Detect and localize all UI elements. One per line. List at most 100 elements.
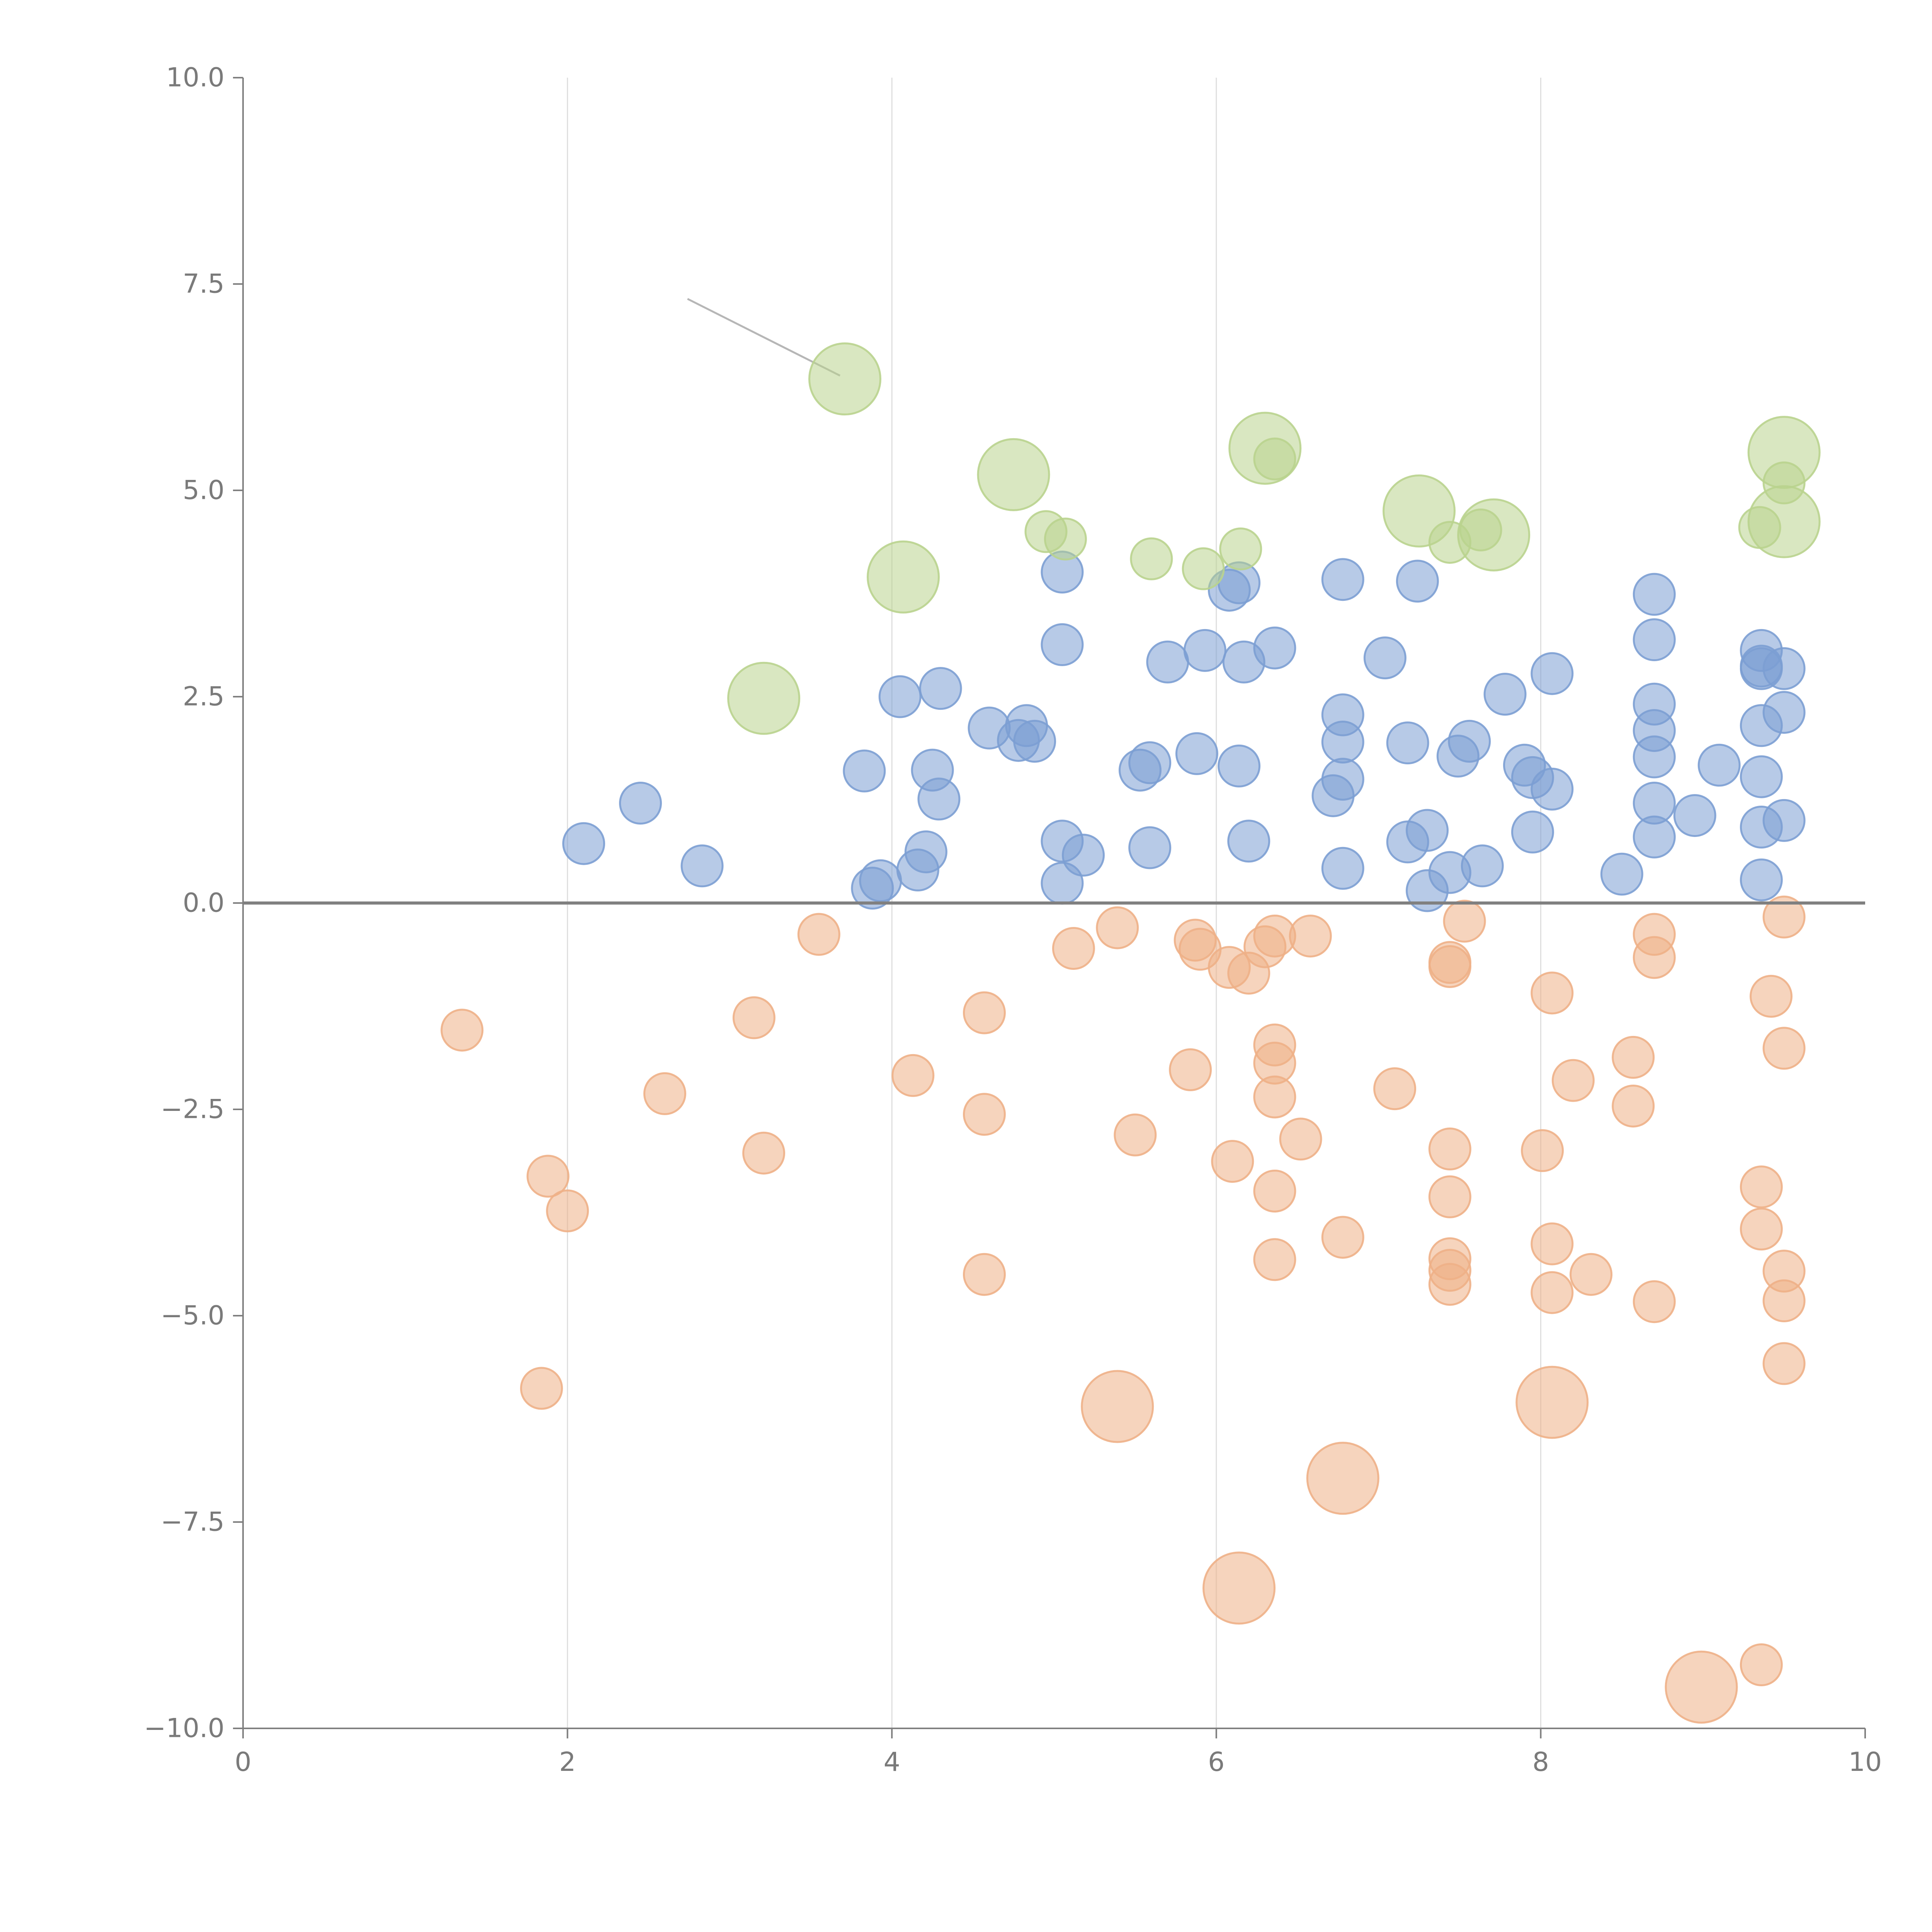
scatter-point-negative[interactable] — [1612, 1036, 1655, 1079]
scatter-point-positive[interactable] — [1740, 858, 1783, 901]
scatter-point-high[interactable] — [1182, 547, 1225, 590]
scatter-point-positive[interactable] — [843, 749, 886, 793]
scatter-point-positive[interactable] — [919, 667, 962, 710]
scatter-point-negative[interactable] — [1253, 1075, 1296, 1119]
scatter-point-high[interactable] — [1219, 527, 1262, 571]
scatter-point-negative[interactable] — [1531, 1271, 1574, 1314]
scatter-point-positive[interactable] — [1128, 826, 1172, 869]
scatter-point-negative[interactable] — [1740, 1643, 1783, 1687]
scatter-point-positive[interactable] — [1762, 647, 1806, 690]
scatter-point-positive[interactable] — [1461, 844, 1504, 888]
scatter-point-negative[interactable] — [1202, 1551, 1276, 1625]
scatter-point-positive[interactable] — [1697, 743, 1741, 787]
scatter-point-negative[interactable] — [1114, 1113, 1157, 1156]
scatter-point-positive[interactable] — [680, 844, 724, 888]
scatter-point-positive[interactable] — [1253, 626, 1296, 670]
scatter-point-negative[interactable] — [1633, 1280, 1676, 1323]
scatter-point-negative[interactable] — [1762, 895, 1806, 939]
scatter-point-negative[interactable] — [526, 1155, 570, 1198]
scatter-point-positive[interactable] — [1406, 809, 1449, 852]
scatter-point-positive[interactable] — [1041, 623, 1084, 666]
scatter-point-positive[interactable] — [1511, 810, 1554, 854]
scatter-point-negative[interactable] — [1750, 975, 1793, 1018]
scatter-point-positive[interactable] — [1396, 560, 1439, 603]
scatter-point-positive[interactable] — [1321, 720, 1364, 764]
scatter-point-positive[interactable] — [1321, 758, 1364, 801]
scatter-point-negative[interactable] — [1570, 1253, 1613, 1296]
scatter-point-positive[interactable] — [1183, 629, 1226, 672]
scatter-point-negative[interactable] — [1762, 1342, 1806, 1385]
scatter-point-positive[interactable] — [904, 830, 947, 874]
scatter-point-positive[interactable] — [1128, 741, 1172, 784]
scatter-point-positive[interactable] — [1483, 673, 1527, 716]
scatter-point-positive[interactable] — [859, 859, 902, 902]
scatter-point-negative[interactable] — [1428, 1263, 1471, 1306]
scatter-point-negative[interactable] — [1289, 914, 1332, 957]
scatter-point-positive[interactable] — [1633, 735, 1676, 779]
scatter-point-negative[interactable] — [963, 991, 1006, 1034]
scatter-point-high[interactable] — [727, 662, 801, 735]
scatter-point-positive[interactable] — [1633, 573, 1676, 616]
scatter-point-positive[interactable] — [1762, 799, 1806, 842]
scatter-point-negative[interactable] — [1443, 900, 1486, 943]
scatter-point-negative[interactable] — [1428, 1128, 1471, 1171]
scatter-point-negative[interactable] — [963, 1253, 1006, 1296]
scatter-point-negative[interactable] — [797, 913, 840, 956]
scatter-point-positive[interactable] — [1386, 721, 1429, 765]
scatter-point-positive[interactable] — [1321, 847, 1364, 890]
scatter-point-high[interactable] — [867, 540, 940, 614]
scatter-point-negative[interactable] — [1428, 1175, 1471, 1218]
scatter-point-high[interactable] — [1747, 485, 1821, 558]
scatter-point-high[interactable] — [808, 342, 881, 416]
scatter-point-positive[interactable] — [1146, 640, 1189, 684]
scatter-point-high[interactable] — [1044, 517, 1087, 561]
scatter-point-negative[interactable] — [891, 1054, 935, 1097]
scatter-point-positive[interactable] — [619, 782, 662, 825]
scatter-point-positive[interactable] — [878, 675, 922, 718]
scatter-point-negative[interactable] — [1306, 1442, 1379, 1515]
scatter-point-negative[interactable] — [1321, 1216, 1364, 1259]
scatter-point-positive[interactable] — [1062, 833, 1105, 877]
scatter-point-negative[interactable] — [520, 1367, 563, 1410]
scatter-point-positive[interactable] — [1531, 652, 1574, 695]
scatter-point-negative[interactable] — [1665, 1650, 1738, 1724]
scatter-point-negative[interactable] — [440, 1009, 484, 1052]
scatter-point-negative[interactable] — [1633, 936, 1676, 979]
scatter-point-positive[interactable] — [1740, 755, 1783, 798]
scatter-point-positive[interactable] — [1227, 820, 1270, 863]
scatter-point-negative[interactable] — [643, 1072, 686, 1115]
scatter-point-negative[interactable] — [1515, 1366, 1589, 1439]
scatter-point-negative[interactable] — [1521, 1129, 1564, 1172]
scatter-point-negative[interactable] — [963, 1093, 1006, 1136]
scatter-point-negative[interactable] — [1279, 1117, 1322, 1161]
scatter-point-negative[interactable] — [1253, 1238, 1296, 1281]
scatter-point-high[interactable] — [977, 438, 1050, 511]
scatter-point-negative[interactable] — [1373, 1067, 1417, 1111]
scatter-point-positive[interactable] — [917, 777, 961, 821]
scatter-point-positive[interactable] — [1013, 719, 1056, 763]
scatter-point-negative[interactable] — [732, 996, 776, 1039]
scatter-point-positive[interactable] — [1762, 691, 1806, 734]
scatter-point-negative[interactable] — [1211, 1140, 1254, 1183]
scatter-point-negative[interactable] — [1169, 1048, 1212, 1091]
scatter-point-positive[interactable] — [1633, 618, 1676, 662]
scatter-point-negative[interactable] — [546, 1189, 589, 1233]
scatter-point-positive[interactable] — [1531, 767, 1574, 811]
scatter-point-negative[interactable] — [742, 1131, 786, 1175]
scatter-point-positive[interactable] — [1363, 636, 1406, 680]
scatter-point-negative[interactable] — [1762, 1279, 1806, 1323]
scatter-point-positive[interactable] — [1600, 852, 1643, 896]
scatter-point-negative[interactable] — [1762, 1027, 1806, 1070]
scatter-point-positive[interactable] — [1321, 558, 1364, 601]
scatter-point-positive[interactable] — [1218, 744, 1261, 787]
scatter-point-high[interactable] — [1457, 498, 1531, 571]
scatter-point-negative[interactable] — [1081, 1370, 1154, 1443]
scatter-point-positive[interactable] — [1633, 815, 1676, 859]
scatter-point-negative[interactable] — [1740, 1165, 1783, 1209]
scatter-point-negative[interactable] — [1531, 1222, 1574, 1265]
scatter-point-negative[interactable] — [1253, 1169, 1296, 1213]
scatter-point-negative[interactable] — [1096, 906, 1139, 949]
scatter-point-negative[interactable] — [1052, 927, 1095, 970]
scatter-point-positive[interactable] — [1448, 719, 1491, 763]
scatter-point-negative[interactable] — [1531, 971, 1574, 1015]
